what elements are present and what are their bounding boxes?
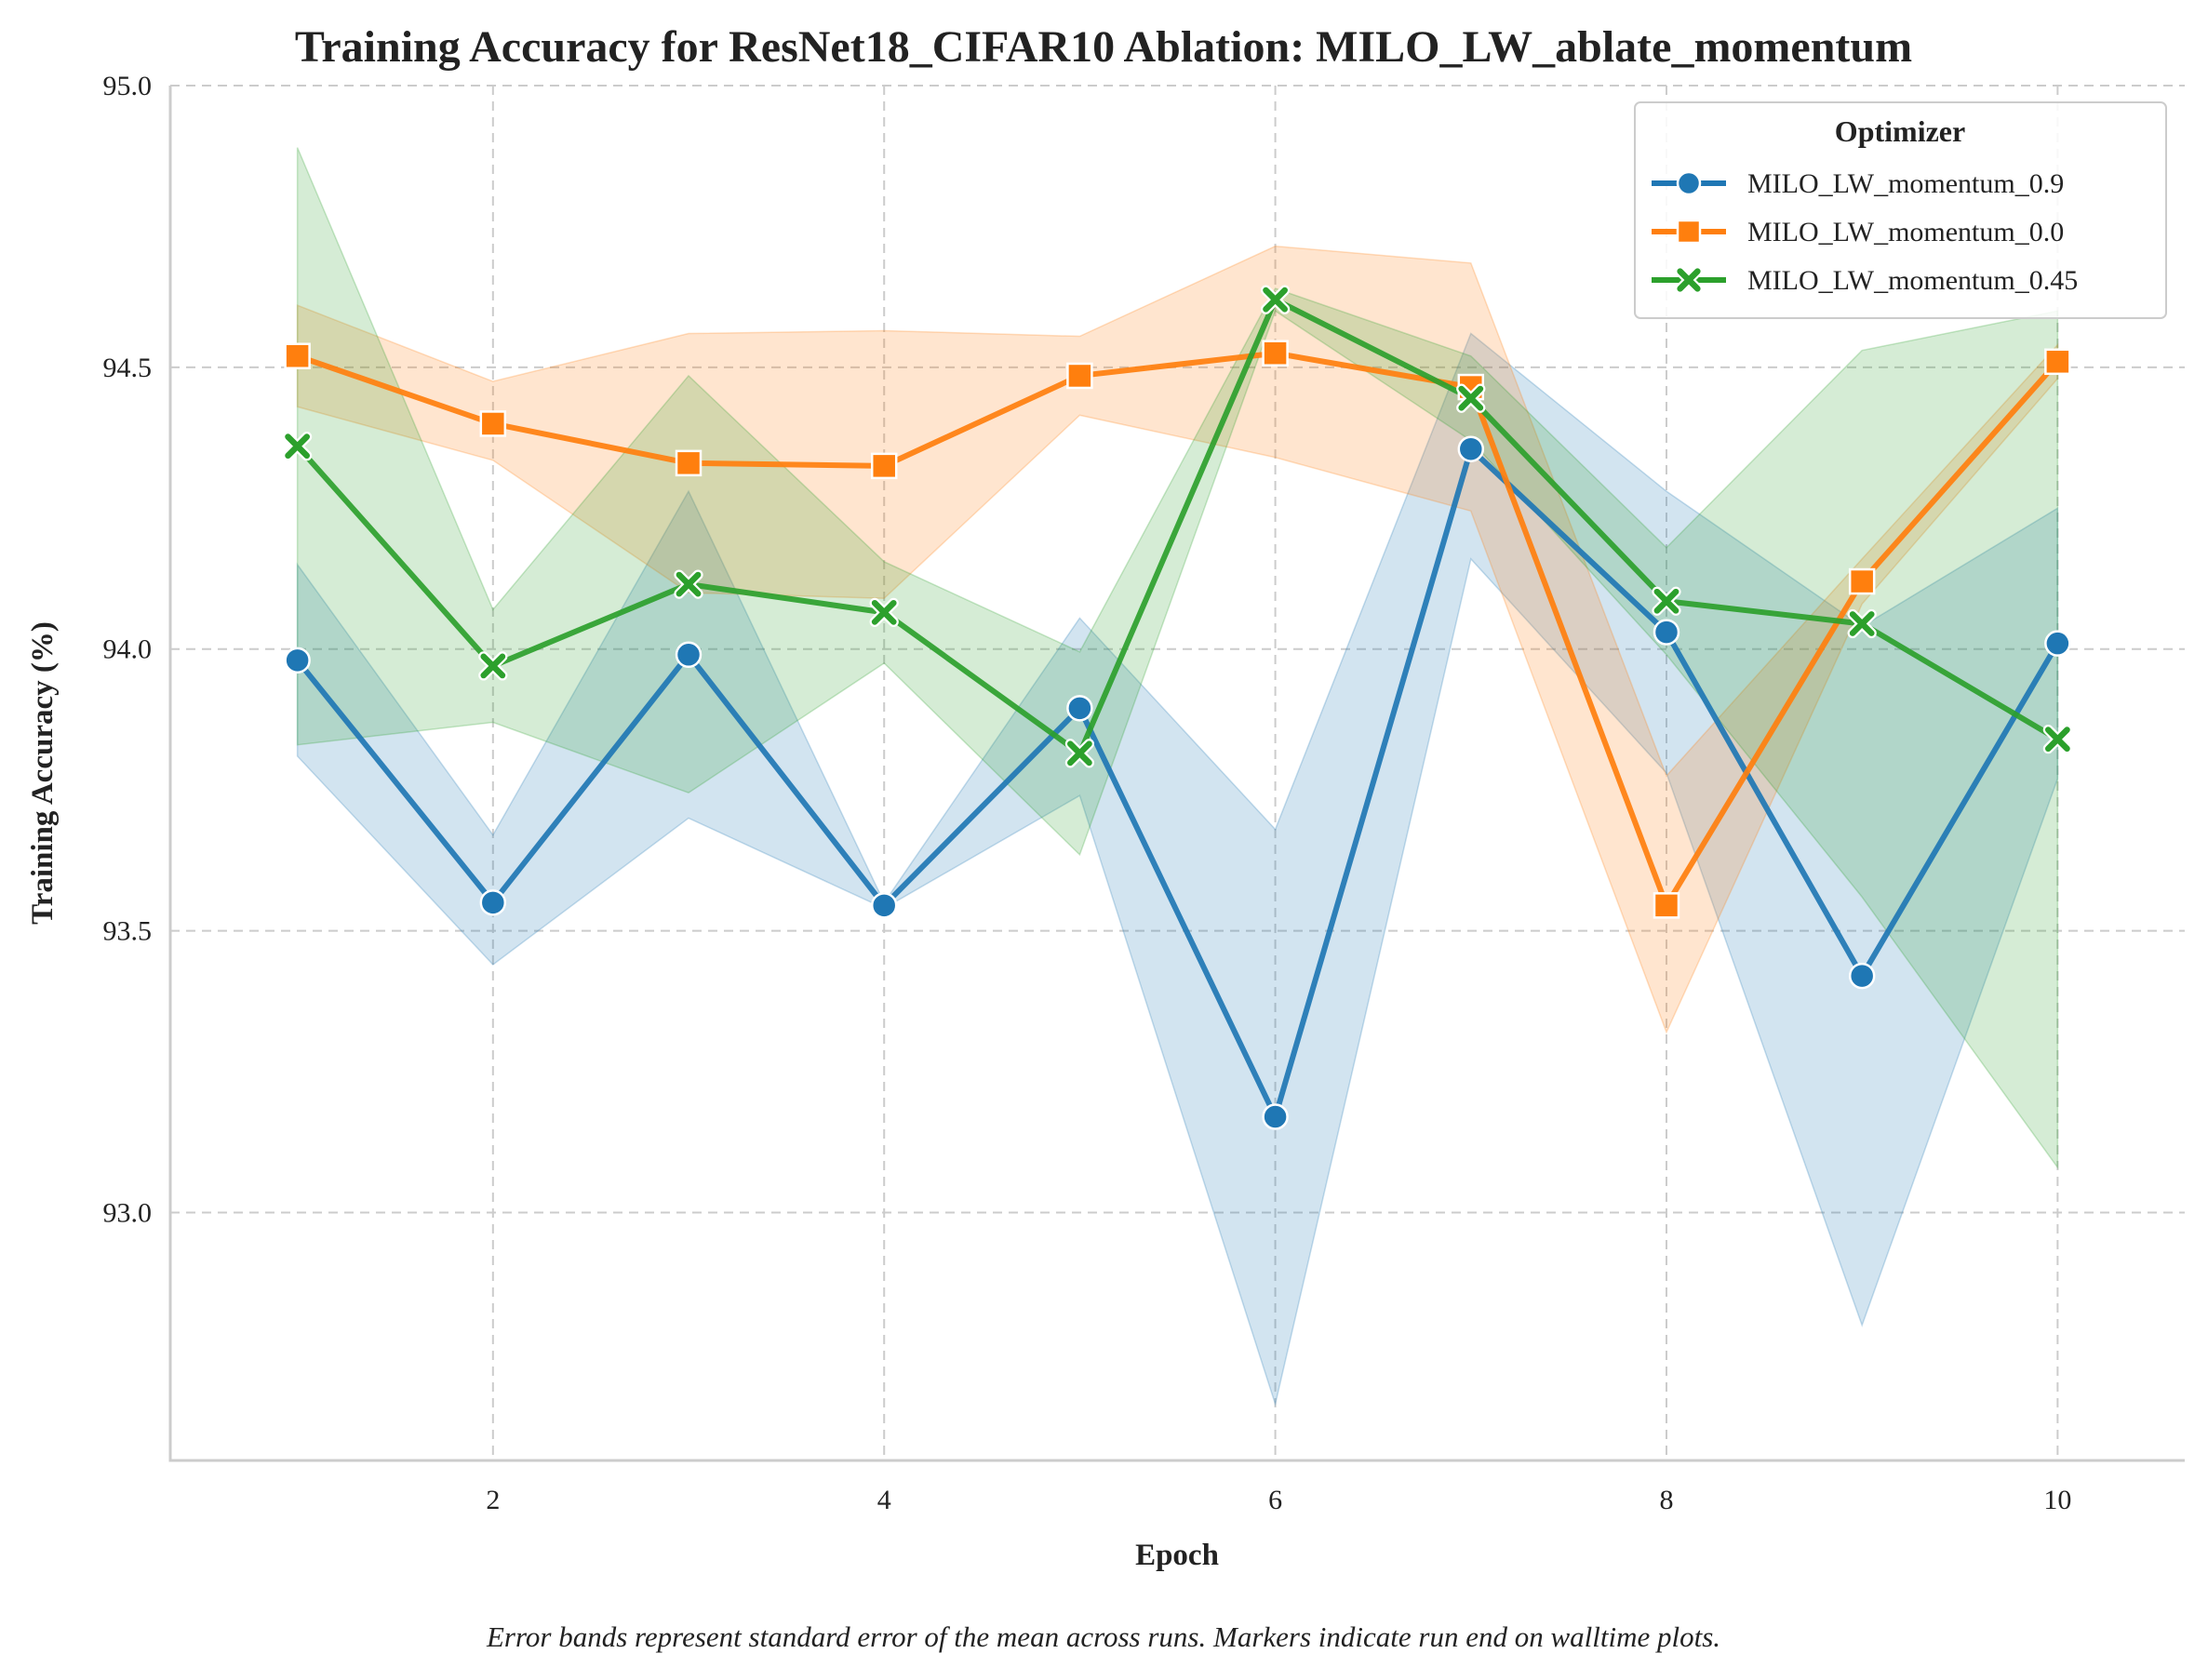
data-point-milo-lw-momentum-0-9 (1457, 435, 1485, 462)
data-point-milo-lw-momentum-0-45 (1260, 285, 1291, 314)
data-point-milo-lw-momentum-0-0 (1848, 567, 1876, 595)
series-markers (282, 285, 2073, 1130)
data-point-milo-lw-momentum-0-45 (282, 432, 313, 461)
y-tick-label: 93.5 (103, 916, 153, 947)
y-tick-label: 95.0 (103, 71, 153, 101)
y-tick-label: 93.0 (103, 1197, 153, 1228)
x-tick-label: 10 (2043, 1485, 2071, 1515)
x-ticks: 2 4 6 8 10 (486, 1485, 2071, 1515)
legend-marker-milo-lw-momentum-0-9 (1676, 170, 1702, 196)
data-point-milo-lw-momentum-0-9 (284, 647, 311, 674)
legend: Optimizer MILO_LW_momentum_0.9MILO_LW_mo… (1634, 101, 2167, 319)
error-band-milo-lw-momentum-0-9 (296, 332, 2059, 1407)
series-line-milo-lw-momentum-0-0 (296, 350, 2060, 909)
x-tick-label: 4 (877, 1485, 891, 1515)
data-point-milo-lw-momentum-0-45 (1064, 739, 1095, 768)
data-point-milo-lw-momentum-0-9 (675, 641, 703, 669)
legend-frame (1634, 101, 2167, 319)
legend-label-milo-lw-momentum-0-9: MILO_LW_momentum_0.9 (1747, 168, 2064, 199)
data-point-milo-lw-momentum-0-9 (2044, 630, 2071, 657)
legend-marker-milo-lw-momentum-0-0 (1676, 219, 1702, 245)
x-tick-label: 6 (1268, 1485, 1282, 1515)
series-line-milo-lw-momentum-0-9 (295, 446, 2060, 1120)
data-point-milo-lw-momentum-0-45 (478, 651, 508, 681)
data-point-milo-lw-momentum-0-0 (284, 342, 311, 370)
legend-title: Optimizer (1835, 114, 1965, 148)
x-axis-label: Epoch (1135, 1539, 1219, 1572)
y-tick-label: 94.5 (103, 353, 153, 383)
data-point-milo-lw-momentum-0-0 (2044, 348, 2071, 376)
legend-label-milo-lw-momentum-0-0: MILO_LW_momentum_0.0 (1747, 217, 2064, 247)
data-point-milo-lw-momentum-0-9 (479, 889, 507, 916)
data-point-milo-lw-momentum-0-0 (1066, 362, 1093, 390)
y-axis-label: Training Accuracy (%) (26, 621, 60, 925)
legend-marker-milo-lw-momentum-0-45 (1675, 266, 1703, 294)
data-point-milo-lw-momentum-0-45 (1847, 608, 1877, 639)
legend-entries: MILO_LW_momentum_0.9 MILO_LW_momentum_0.0… (1652, 168, 2078, 296)
series-lines (295, 297, 2060, 1120)
data-point-milo-lw-momentum-0-9 (1653, 619, 1680, 646)
data-point-milo-lw-momentum-0-0 (1653, 892, 1680, 919)
data-point-milo-lw-momentum-0-45 (869, 597, 899, 628)
data-point-milo-lw-momentum-0-9 (870, 892, 898, 919)
chart-title: Training Accuracy for ResNet18_CIFAR10 A… (295, 22, 1912, 72)
axis-spines (168, 86, 2185, 1462)
data-point-milo-lw-momentum-0-0 (1262, 340, 1289, 367)
x-tick-label: 8 (1659, 1485, 1673, 1515)
error-band-milo-lw-momentum-0-45 (296, 147, 2059, 1170)
data-point-milo-lw-momentum-0-45 (674, 569, 703, 599)
data-point-milo-lw-momentum-0-0 (870, 452, 898, 480)
data-point-milo-lw-momentum-0-45 (1456, 383, 1486, 413)
data-point-milo-lw-momentum-0-0 (675, 449, 703, 477)
error-bands (296, 147, 2059, 1407)
legend-label-milo-lw-momentum-0-45: MILO_LW_momentum_0.45 (1747, 265, 2078, 296)
chart-caption: Error bands represent standard error of … (486, 1620, 1720, 1653)
data-point-milo-lw-momentum-0-9 (1848, 962, 1876, 990)
x-tick-label: 2 (486, 1485, 500, 1515)
data-point-milo-lw-momentum-0-0 (479, 410, 507, 437)
data-point-milo-lw-momentum-0-9 (1262, 1103, 1289, 1130)
series-line-milo-lw-momentum-0-45 (295, 297, 2059, 756)
data-point-milo-lw-momentum-0-45 (2042, 725, 2073, 754)
data-point-milo-lw-momentum-0-45 (1652, 586, 1681, 616)
y-ticks: 93.0 93.5 94.0 94.5 95.0 (103, 71, 153, 1228)
y-tick-label: 94.0 (103, 634, 153, 665)
data-point-milo-lw-momentum-0-9 (1066, 695, 1093, 722)
